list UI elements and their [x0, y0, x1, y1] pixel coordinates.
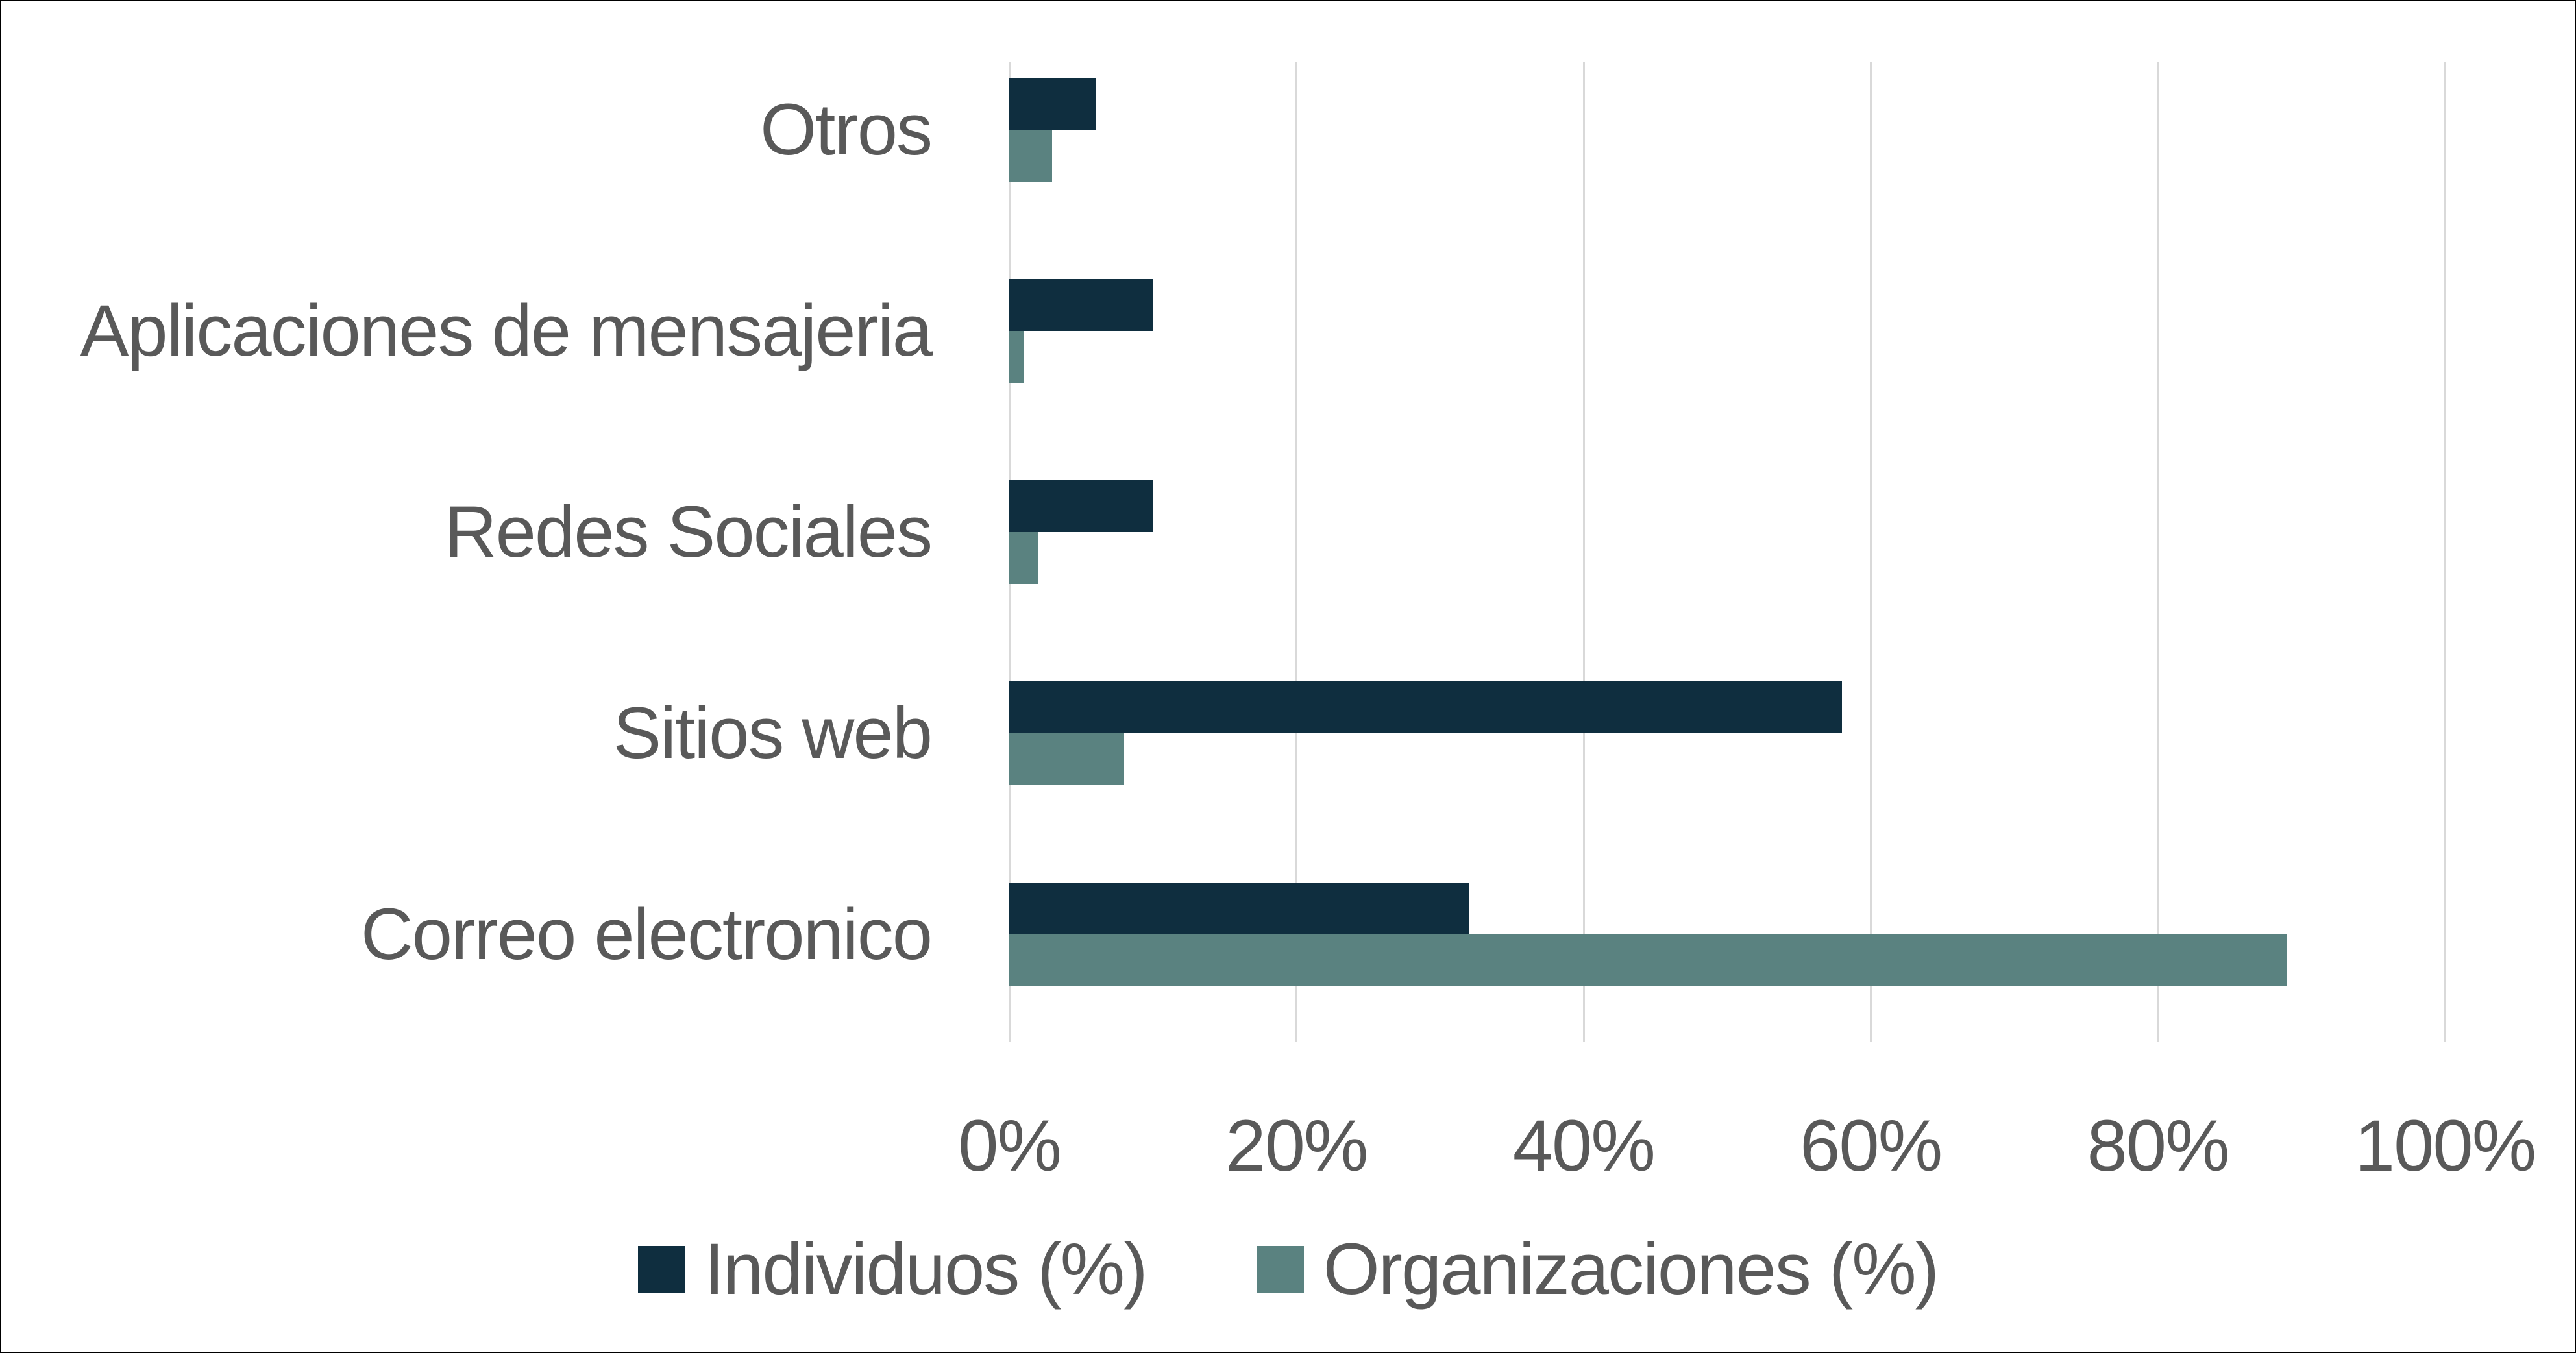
gridline	[1582, 62, 1585, 1042]
tick-label: 80%	[2087, 1105, 2230, 1186]
tick-label: 20%	[1225, 1105, 1368, 1186]
legend-label-individuos: Individuos (%)	[704, 1228, 1148, 1310]
gridline	[1295, 62, 1298, 1042]
legend: Individuos (%) Organizaciones (%)	[0, 1233, 2576, 1306]
gridline	[2444, 62, 2446, 1042]
gridline	[1870, 62, 1872, 1042]
legend-item-organizaciones[interactable]: Organizaciones (%)	[1257, 1233, 1939, 1306]
category-label: Aplicaciones de mensajeria	[80, 290, 933, 371]
bar-organizaciones[interactable]	[1009, 934, 2287, 986]
category-label: Otros	[760, 89, 933, 170]
tick-label: 100%	[2354, 1105, 2536, 1186]
bar-organizaciones[interactable]	[1009, 532, 1038, 584]
legend-item-individuos[interactable]: Individuos (%)	[637, 1228, 1148, 1310]
bar-individuos[interactable]	[1009, 480, 1153, 532]
category-label: Correo electronico	[360, 894, 933, 975]
bar-individuos[interactable]	[1009, 279, 1153, 331]
legend-label-organizaciones: Organizaciones (%)	[1323, 1228, 1939, 1310]
legend-swatch-organizaciones	[1257, 1246, 1304, 1293]
bar-organizaciones[interactable]	[1009, 733, 1124, 785]
plot-area	[1009, 62, 2446, 1042]
bar-organizaciones[interactable]	[1009, 130, 1053, 182]
category-label: Sitios web	[613, 692, 933, 774]
bar-individuos[interactable]	[1009, 883, 1469, 934]
tick-label: 40%	[1512, 1105, 1656, 1186]
bar-individuos[interactable]	[1009, 78, 1096, 130]
category-label: Redes Sociales	[444, 491, 933, 572]
bar-individuos[interactable]	[1009, 681, 1842, 733]
tick-label: 0%	[958, 1105, 1062, 1186]
bar-organizaciones[interactable]	[1009, 331, 1024, 383]
tick-label: 60%	[1800, 1105, 1943, 1186]
legend-swatch-individuos	[637, 1246, 685, 1293]
gridline	[2157, 62, 2159, 1042]
